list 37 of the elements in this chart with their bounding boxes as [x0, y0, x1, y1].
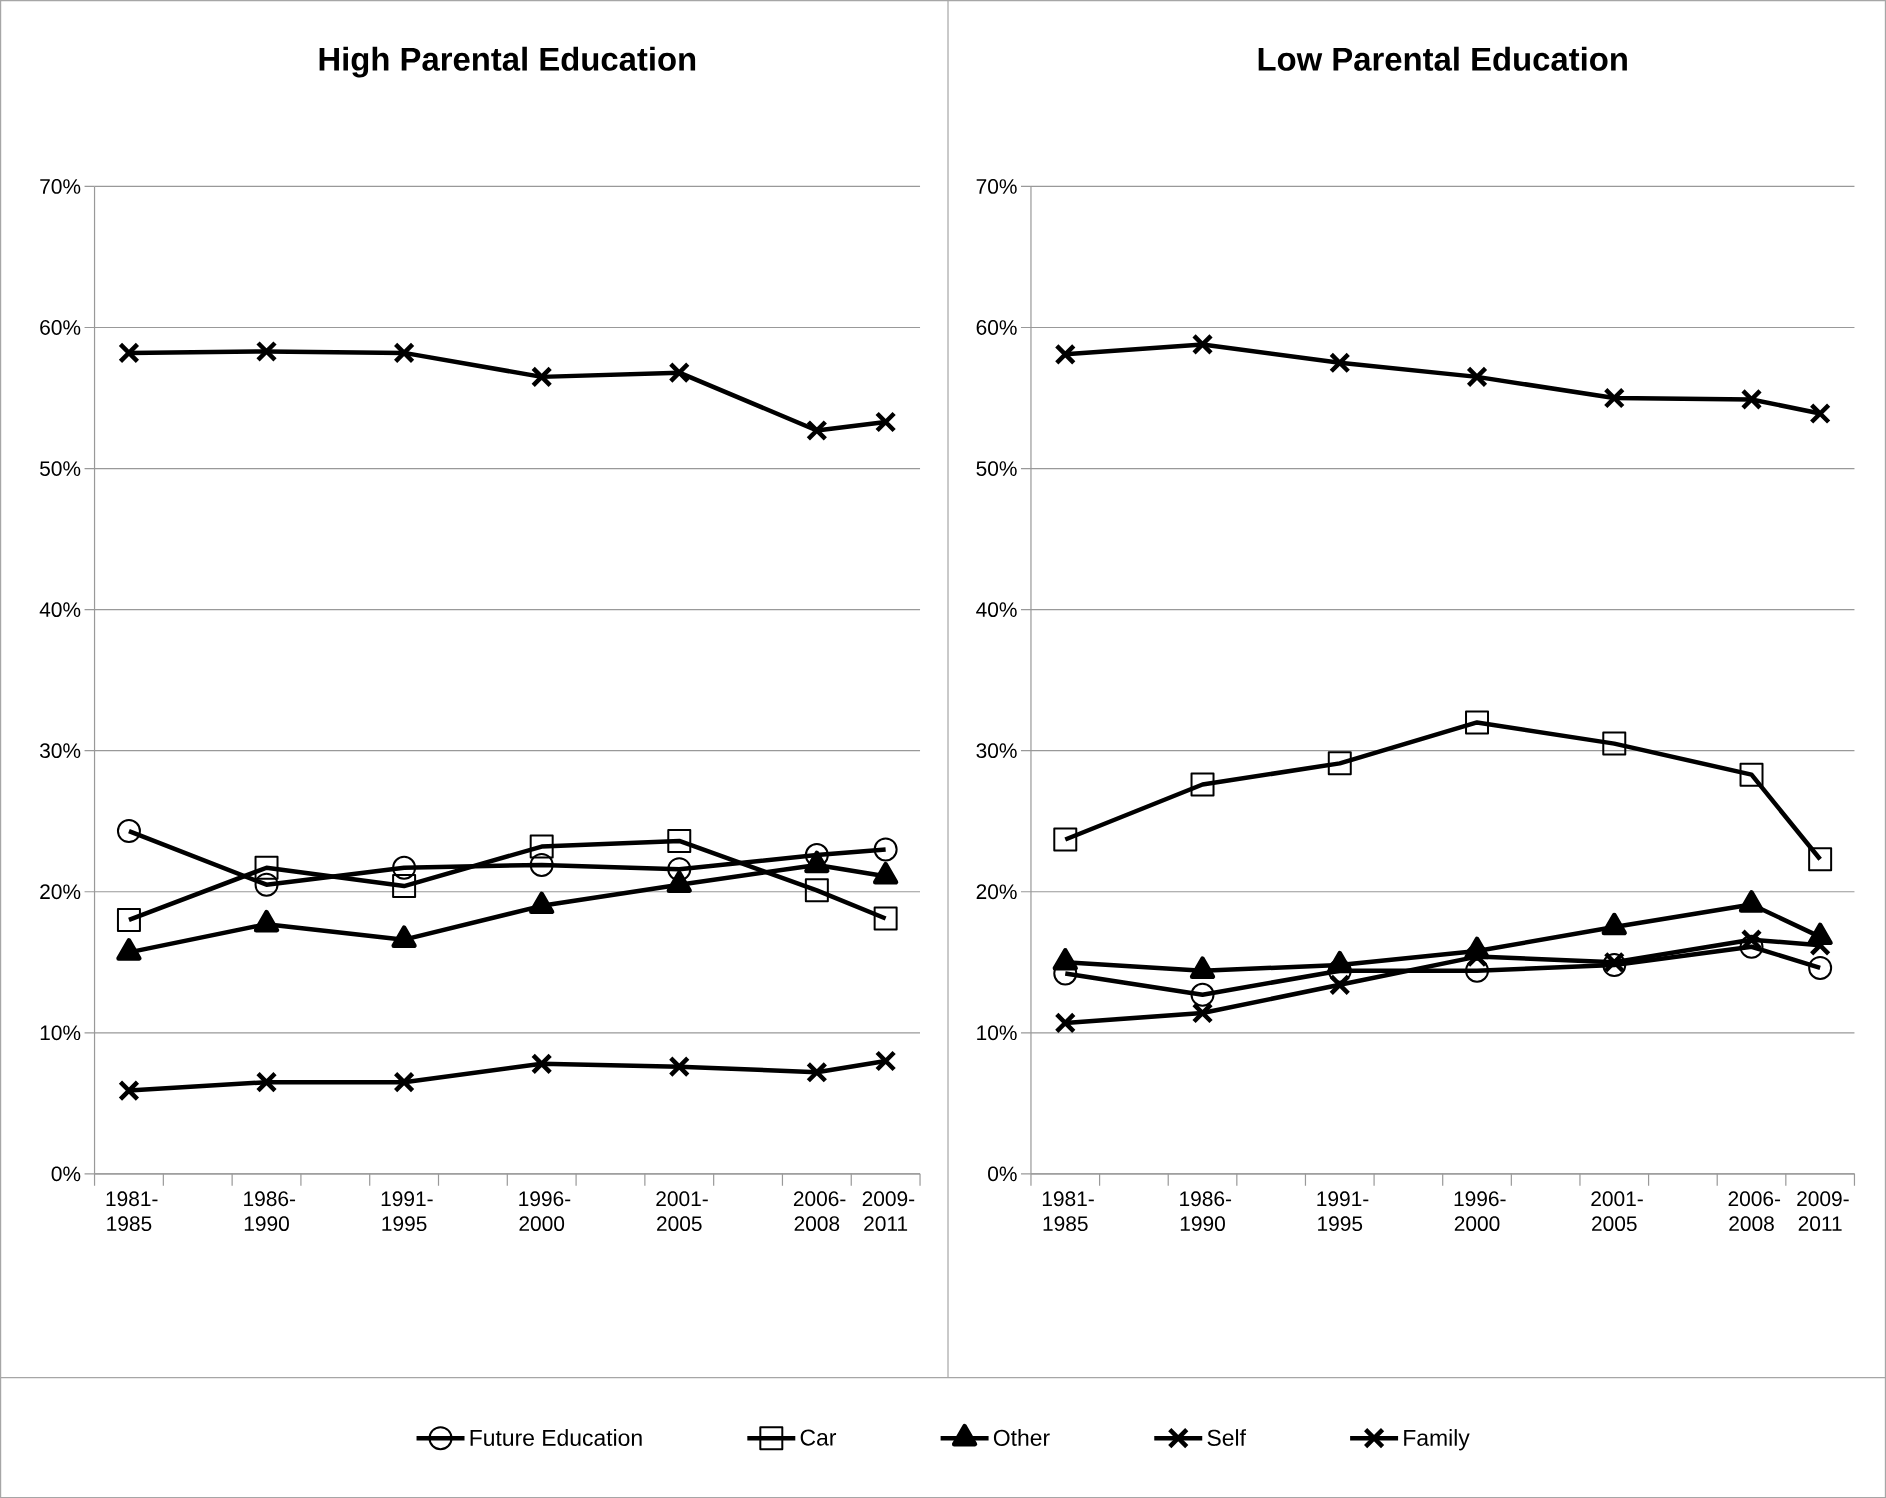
y-tick-label: 50%	[976, 461, 1017, 476]
x-tick-label: 2006-2008	[793, 1191, 846, 1231]
x-tick-label: 2001-2005	[656, 1191, 708, 1231]
y-tick-label: 0%	[51, 1166, 81, 1182]
x-tick-label: 1981-1985	[1042, 1191, 1094, 1231]
y-tick-label: 70%	[976, 178, 1017, 194]
y-tick-label: 10%	[977, 1025, 1017, 1041]
y-tick-label: 20%	[976, 884, 1017, 900]
chart-title: Low Parental Education	[1258, 46, 1627, 71]
legend-label: Car	[800, 1429, 837, 1446]
x-tick-label: 1996-2000	[519, 1191, 571, 1231]
y-tick-label: 0%	[988, 1166, 1017, 1182]
x-tick-label: 2009-2011	[1797, 1191, 1849, 1231]
x-tick-label: 2009-2011	[862, 1191, 915, 1231]
legend-label: Other	[993, 1429, 1050, 1446]
x-tick-label: 2001-2005	[1591, 1191, 1643, 1231]
y-tick-label: 50%	[40, 461, 81, 476]
x-tick-label: 1986-1990	[1180, 1191, 1232, 1231]
y-tick-label: 10%	[40, 1025, 81, 1041]
y-tick-label: 40%	[976, 602, 1017, 617]
y-tick-label: 20%	[40, 884, 81, 900]
x-tick-label: 1986-1990	[244, 1191, 296, 1231]
x-tick-label: 1996-2000	[1454, 1191, 1506, 1231]
x-tick-label: 1991-1995	[381, 1191, 433, 1231]
y-tick-label: 60%	[40, 319, 81, 335]
x-tick-label: 2006-2008	[1728, 1191, 1781, 1231]
y-tick-label: 30%	[976, 743, 1017, 758]
legend-label: Future Education	[470, 1429, 642, 1446]
y-tick-label: 30%	[39, 743, 81, 758]
y-tick-label: 40%	[39, 602, 81, 617]
x-tick-label: 1981-1985	[106, 1191, 158, 1231]
y-tick-label: 60%	[976, 319, 1017, 335]
chart-title: High Parental Education	[319, 46, 696, 78]
x-tick-label: 1991-1995	[1317, 1191, 1369, 1231]
legend-label: Family	[1404, 1429, 1470, 1451]
y-tick-label: 70%	[40, 178, 81, 194]
legend-label: Self	[1207, 1429, 1246, 1446]
